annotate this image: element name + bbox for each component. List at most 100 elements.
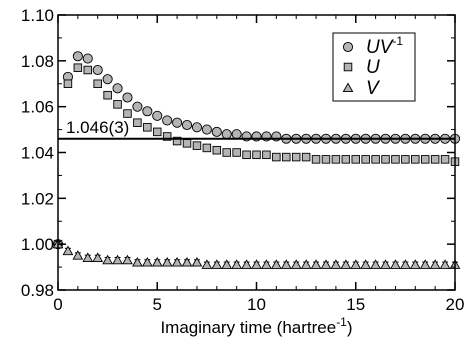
triangle-point (151, 256, 163, 267)
circle-point (132, 101, 143, 112)
triangle-point (310, 259, 322, 269)
x-axis-title: Imaginary time (hartree-1) (160, 315, 352, 337)
triangle-point (82, 252, 94, 262)
triangle-point (300, 259, 312, 269)
triangle-point (360, 259, 372, 269)
triangle-point (261, 259, 272, 269)
triangle-point (390, 259, 401, 269)
square-point (391, 155, 400, 164)
y-tick-label: 1.10 (21, 6, 54, 25)
square-point (411, 155, 420, 164)
triangle-point (211, 259, 223, 269)
square-point (351, 155, 361, 164)
x-tick-label: 5 (153, 295, 162, 314)
square-point (321, 155, 331, 164)
legend-markers (342, 41, 354, 93)
legend-marker-circle (342, 41, 354, 53)
circle-point (92, 64, 103, 76)
triangle-point (62, 245, 74, 256)
circle-point (162, 115, 173, 126)
circle-point (112, 83, 123, 94)
triangle-point (380, 259, 391, 269)
square-point (361, 155, 370, 164)
chart-marks (52, 51, 461, 269)
triangle-point (370, 259, 381, 269)
square-point (113, 100, 122, 109)
triangle-point (112, 254, 123, 265)
square-point (311, 155, 321, 164)
square-point (381, 155, 390, 164)
triangle-point (161, 256, 173, 267)
square-point (152, 127, 162, 137)
reference-line-label: 1.046(3) (66, 118, 129, 137)
triangle-point (429, 259, 441, 269)
triangle-point (400, 259, 411, 269)
square-point (341, 155, 351, 164)
circle-point (122, 92, 133, 103)
triangle-point (350, 259, 362, 269)
triangle-point (132, 256, 143, 267)
triangle-point (141, 256, 153, 267)
square-point (242, 150, 251, 160)
square-point (272, 152, 281, 162)
square-point (133, 118, 142, 127)
legend-label-uv: UV-1 (366, 34, 403, 58)
square-point (291, 152, 301, 162)
triangle-point (72, 250, 84, 260)
y-tick-label: 1.02 (21, 189, 54, 208)
legend-label-u: U (366, 57, 380, 78)
y-tick-label: 0.98 (21, 281, 54, 300)
triangle-point (181, 256, 193, 267)
triangle-point (102, 254, 113, 265)
square-point (202, 143, 212, 153)
legend-marker-square (343, 62, 353, 72)
square-point (63, 79, 73, 88)
square-point (430, 155, 440, 164)
x-axis-title-tail: ) (347, 318, 353, 337)
circle-point (211, 126, 222, 137)
x-tick-label: 20 (446, 295, 465, 314)
circle-point (191, 122, 202, 133)
x-tick-label: 15 (346, 295, 365, 314)
square-point (232, 148, 241, 157)
square-point (401, 155, 410, 164)
square-point (301, 152, 311, 162)
x-tick-label: 0 (53, 295, 62, 314)
triangle-point (171, 256, 183, 267)
circle-point (201, 124, 212, 135)
x-axis-title-sup: -1 (336, 315, 347, 329)
square-point (331, 155, 341, 164)
y-tick-label: 1.04 (21, 144, 54, 163)
y-tick-label: 1.08 (21, 52, 54, 71)
square-point (103, 90, 112, 100)
square-point (371, 155, 380, 164)
square-point (420, 155, 430, 164)
square-point (252, 150, 261, 160)
triangle-point (439, 259, 451, 269)
legend-label-v: V (366, 78, 381, 99)
circle-point (82, 53, 93, 64)
x-tick-label: 10 (247, 295, 266, 314)
y-tick-label: 1.06 (21, 98, 54, 117)
triangle-point (231, 259, 243, 269)
x-axis-title-main: Imaginary time (hartree (160, 318, 336, 337)
axis-ticks: 0 5 10 15 20 0.98 1.00 1.02 1.04 1.06 1.08 1.10 (21, 6, 465, 314)
square-point (123, 109, 132, 118)
square-point (440, 155, 450, 164)
square-point (182, 139, 192, 148)
triangle-point (330, 259, 342, 269)
triangle-point (251, 259, 262, 269)
legend-label-uv-sup: -1 (392, 34, 403, 48)
circle-point (142, 106, 153, 117)
triangle-point (241, 259, 252, 269)
triangle-point (320, 259, 332, 269)
circle-point (181, 119, 193, 131)
triangle-point (409, 259, 421, 269)
square-point (83, 65, 93, 75)
triangle-point (340, 259, 352, 269)
square-point (282, 152, 291, 162)
circle-point (102, 74, 113, 85)
legend-label-uv-main: UV (366, 37, 395, 58)
triangle-point (92, 252, 104, 262)
